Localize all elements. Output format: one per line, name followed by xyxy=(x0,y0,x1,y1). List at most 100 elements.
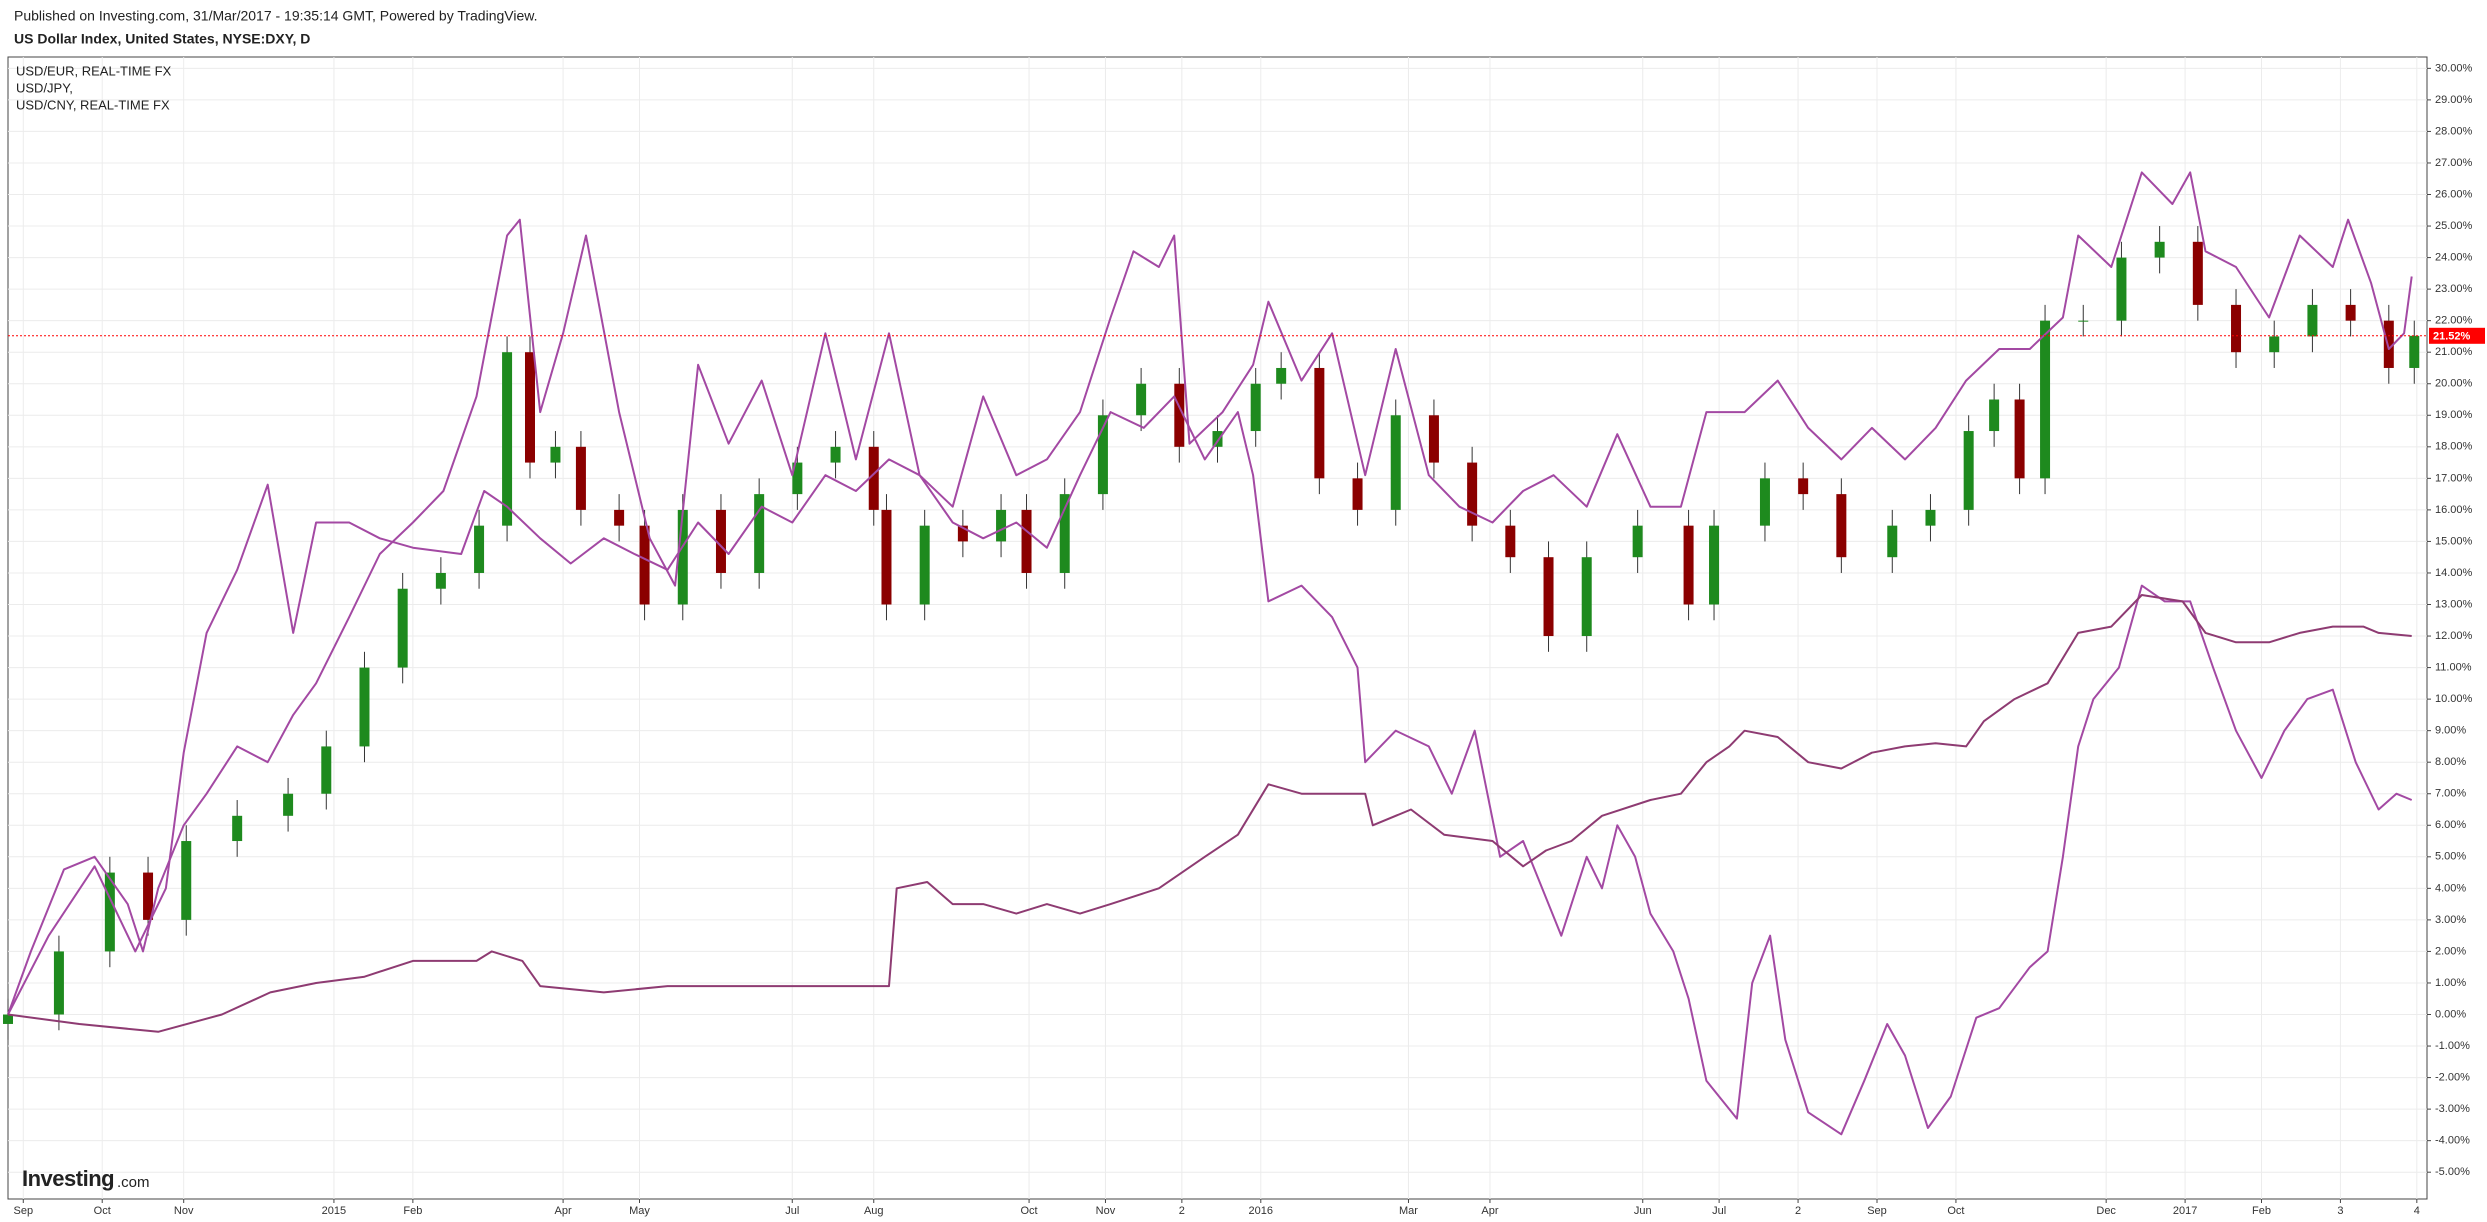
y-tick-label: 15.00% xyxy=(2435,535,2473,547)
candle-body xyxy=(1352,478,1363,510)
candle-body xyxy=(1759,478,1770,526)
y-tick-label: 3.00% xyxy=(2435,914,2466,926)
candle-body xyxy=(2040,320,2051,479)
x-tick-label: May xyxy=(629,1205,650,1217)
x-tick-label: Oct xyxy=(1947,1205,1964,1217)
candle-body xyxy=(1887,525,1898,558)
y-tick-label: -1.00% xyxy=(2435,1040,2470,1052)
candle-body xyxy=(1390,415,1401,510)
x-tick-label: 3 xyxy=(2337,1205,2343,1217)
candle-body xyxy=(1709,525,1720,605)
plot-frame xyxy=(7,56,2428,1200)
legend-entry: USD/EUR, REAL-TIME FX xyxy=(16,63,172,78)
candle-body xyxy=(792,462,803,495)
x-tick-label: 2015 xyxy=(322,1205,346,1217)
y-tick-label: 6.00% xyxy=(2435,819,2466,831)
y-tick-label: 18.00% xyxy=(2435,441,2473,453)
candle-body xyxy=(1428,415,1439,463)
y-tick-label: 29.00% xyxy=(2435,94,2473,106)
candle-body xyxy=(1632,525,1643,558)
candle-body xyxy=(2231,304,2242,353)
candle-body xyxy=(1136,383,1147,416)
x-tick-label: 2 xyxy=(1179,1205,1185,1217)
series-line xyxy=(7,395,2413,1136)
logo-brand: Investing xyxy=(22,1166,114,1191)
last-value-box xyxy=(2429,327,2485,344)
candle-body xyxy=(2078,320,2089,322)
marks xyxy=(3,171,2427,1136)
candle-body xyxy=(474,525,485,573)
candle-body xyxy=(435,572,446,589)
candle-body xyxy=(575,446,586,510)
candle-body xyxy=(1276,367,1287,384)
candle-body xyxy=(830,446,841,463)
candle-body xyxy=(283,793,294,816)
candle-body xyxy=(502,352,513,526)
candle-body xyxy=(1989,399,2000,432)
series-line xyxy=(7,594,2412,1033)
y-tick-label: 4.00% xyxy=(2435,882,2466,894)
candle-body xyxy=(321,746,332,794)
y-tick-label: 17.00% xyxy=(2435,472,2473,484)
y-tick-label: -4.00% xyxy=(2435,1135,2470,1147)
x-tick-label: Feb xyxy=(2252,1205,2271,1217)
x-tick-label: Oct xyxy=(94,1205,111,1217)
y-tick-label: -3.00% xyxy=(2435,1103,2470,1115)
candle-body xyxy=(2307,304,2318,337)
y-tick-label: 1.00% xyxy=(2435,977,2466,989)
candle-body xyxy=(1097,415,1108,495)
x-tick-label: 4 xyxy=(2414,1205,2420,1217)
y-tick-label: -2.00% xyxy=(2435,1071,2470,1083)
candle-body xyxy=(1505,525,1516,558)
x-tick-label: Apr xyxy=(555,1205,572,1217)
y-tick-label: 19.00% xyxy=(2435,409,2473,421)
y-tick-label: 10.00% xyxy=(2435,693,2473,705)
x-tick-label: Nov xyxy=(174,1205,194,1217)
legend-entry: USD/CNY, REAL-TIME FX xyxy=(16,97,170,112)
candle-body xyxy=(614,509,625,526)
candle-body xyxy=(868,446,879,510)
candle-body xyxy=(1581,557,1592,637)
x-tick-label: Apr xyxy=(1481,1205,1498,1217)
candle-body xyxy=(1798,478,1809,495)
y-tick-label: 13.00% xyxy=(2435,598,2473,610)
candle-body xyxy=(1059,494,1070,573)
x-tick-label: 2017 xyxy=(2173,1205,2197,1217)
candle-body xyxy=(1543,557,1554,637)
y-tick-label: 21.00% xyxy=(2435,346,2473,358)
candle-body xyxy=(996,509,1007,542)
candle-body xyxy=(1925,509,1936,526)
y-tick-label: 25.00% xyxy=(2435,220,2473,232)
candle-body xyxy=(397,588,408,668)
candle-body xyxy=(754,494,765,573)
series-line xyxy=(7,171,2413,1015)
y-tick-label: 7.00% xyxy=(2435,788,2466,800)
candle-body xyxy=(1212,431,1223,447)
x-tick-label: Sep xyxy=(13,1205,33,1217)
y-tick-label: 22.00% xyxy=(2435,315,2473,327)
logo-suffix: .com xyxy=(117,1174,150,1191)
candle-body xyxy=(550,446,561,463)
x-tick-label: Jul xyxy=(1712,1205,1726,1217)
candle-body xyxy=(2154,241,2165,258)
candle-body xyxy=(1467,462,1478,526)
candle-body xyxy=(677,509,688,605)
y-tick-label: 12.00% xyxy=(2435,630,2473,642)
candle-body xyxy=(181,841,192,920)
y-tick-label: 28.00% xyxy=(2435,125,2473,137)
x-tick-label: Mar xyxy=(1399,1205,1418,1217)
candle-body xyxy=(2345,304,2356,321)
last-value-label: 21.52% xyxy=(2433,331,2471,343)
candle-body xyxy=(2192,241,2203,305)
legend-entry: USD/JPY, xyxy=(16,80,73,95)
source-note: Published on Investing.com, 31/Mar/2017 … xyxy=(14,8,537,24)
candle-body xyxy=(639,525,650,605)
candle-body xyxy=(1683,525,1694,605)
y-tick-label: 27.00% xyxy=(2435,157,2473,169)
candle-body xyxy=(1836,494,1847,558)
candle-body xyxy=(53,951,64,1015)
candle-body xyxy=(2269,336,2280,353)
x-tick-label: Nov xyxy=(1096,1205,1116,1217)
